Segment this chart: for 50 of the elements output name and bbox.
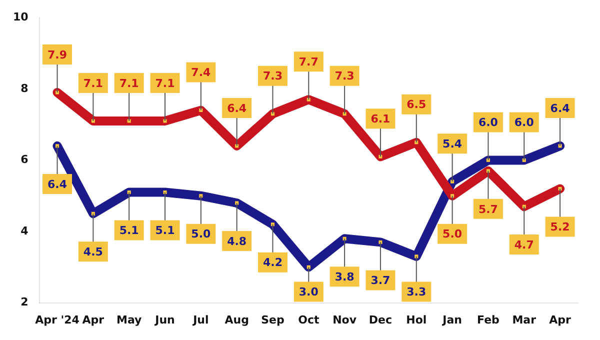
x-tick-label: Hol <box>406 313 427 326</box>
data-label: 4.2 <box>262 256 282 270</box>
data-label: 3.3 <box>406 286 426 299</box>
data-label: 3.0 <box>298 286 319 299</box>
y-tick-label: 2 <box>20 296 28 309</box>
data-label: 4.8 <box>227 234 247 248</box>
data-label: 7.1 <box>119 76 139 90</box>
data-label: 3.7 <box>370 274 390 288</box>
data-label: 6.1 <box>370 112 390 126</box>
x-tick-label: Aug <box>224 313 249 326</box>
data-label: 5.1 <box>155 224 175 238</box>
data-label: 7.3 <box>262 70 282 83</box>
x-tick-label: Mar <box>512 313 537 326</box>
data-label: 7.3 <box>334 70 354 83</box>
x-tick-label: Jul <box>192 313 209 326</box>
data-label: 5.2 <box>550 220 570 234</box>
x-tick-label: Apr '24 <box>35 313 80 326</box>
data-label: 6.4 <box>227 102 247 115</box>
data-label: 7.7 <box>298 55 318 68</box>
y-tick-label: 4 <box>20 224 29 238</box>
y-tick-label: 10 <box>12 10 29 24</box>
x-tick-label: May <box>116 313 142 326</box>
x-tick-label: Dec <box>368 313 392 326</box>
data-label: 7.4 <box>191 66 211 80</box>
data-label: 5.1 <box>119 224 139 238</box>
x-tick-label: Jan <box>442 313 462 326</box>
data-label: 7.1 <box>83 76 103 90</box>
x-tick-label: Nov <box>332 313 358 326</box>
data-label: 5.4 <box>442 137 462 150</box>
data-label: 6.5 <box>406 98 426 112</box>
data-label: 5.0 <box>442 228 462 241</box>
data-label: 7.1 <box>155 76 175 90</box>
x-tick-label: Sep <box>261 313 284 326</box>
data-label: 6.4 <box>550 102 570 115</box>
data-label: 4.5 <box>83 246 103 259</box>
data-label: 3.8 <box>334 270 354 284</box>
y-tick-label: 6 <box>20 153 29 166</box>
data-label: 5.7 <box>478 202 498 216</box>
x-tick-label: Apr <box>549 313 572 326</box>
data-label: 5.0 <box>191 228 211 241</box>
x-tick-label: Jun <box>154 313 175 326</box>
x-tick-label: Oct <box>298 313 320 326</box>
data-label: 6.0 <box>478 116 498 130</box>
x-tick-label: Feb <box>477 313 500 326</box>
data-label: 6.0 <box>514 116 534 130</box>
y-tick-label: 8 <box>20 82 28 95</box>
data-label: 7.9 <box>48 48 68 62</box>
data-label: 6.4 <box>48 178 68 191</box>
x-tick-label: Apr <box>82 313 105 326</box>
data-label: 4.7 <box>514 238 534 252</box>
